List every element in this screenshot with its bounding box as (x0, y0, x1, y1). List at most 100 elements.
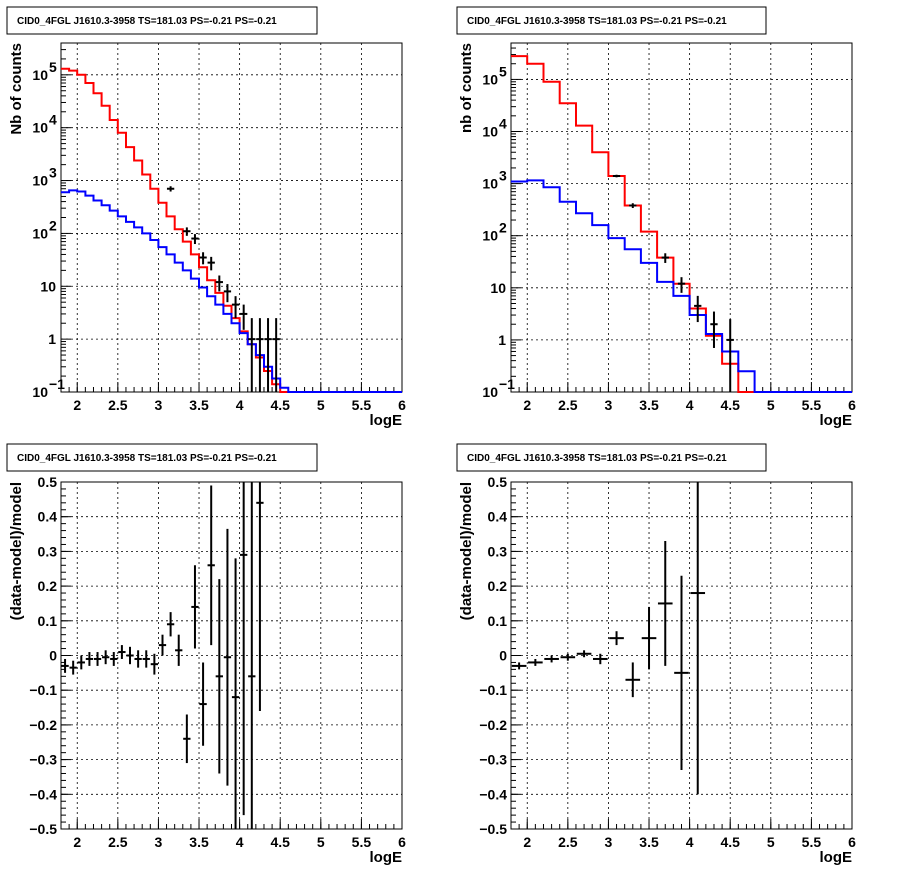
model-component-histogram (61, 189, 402, 393)
title-box (6, 6, 318, 35)
y-tick-label: 10 (482, 176, 498, 192)
y-tick-label: 10 (482, 124, 498, 140)
y-axis-label: (data-model)/model (458, 482, 475, 620)
y-tick-label: 10 (32, 67, 48, 83)
y-tick-exponent: 2 (499, 220, 507, 236)
data-point (215, 275, 223, 292)
x-tick-label: 5 (767, 397, 775, 413)
x-tick-label: 4 (686, 397, 694, 413)
chart-title: CID0_4FGL J1610.3-3958 TS=181.03 PS=-0.2… (17, 16, 277, 27)
data-point (677, 277, 686, 293)
chart-title: CID0_4FGL J1610.3-3958 TS=181.03 PS=-0.2… (17, 453, 277, 464)
data-point (544, 655, 559, 663)
data-point (641, 606, 657, 670)
data-point (511, 662, 527, 670)
x-axis-label: logE (370, 412, 403, 429)
data-point (166, 186, 175, 192)
x-tick-label: 5 (317, 834, 325, 850)
x-tick-label: 2 (73, 397, 81, 413)
data-point (199, 252, 207, 265)
x-tick-label: 4.5 (270, 397, 290, 413)
x-tick-label: 5.5 (352, 834, 372, 850)
data-point (207, 256, 215, 271)
x-tick-label: 4.5 (270, 834, 290, 850)
y-tick-label: 0.3 (38, 543, 58, 559)
data-point (93, 652, 102, 666)
y-tick-label: −0.2 (29, 717, 57, 733)
data-point (183, 227, 191, 236)
y-tick-label: 10 (482, 71, 498, 87)
x-tick-label: 2.5 (558, 834, 578, 850)
x-tick-label: 2.5 (558, 397, 578, 413)
chart-title: CID0_4FGL J1610.3-3958 TS=181.03 PS=-0.2… (467, 16, 727, 27)
data-point (248, 318, 256, 392)
data-point (191, 565, 199, 649)
y-tick-label: 0.2 (488, 578, 508, 594)
y-tick-label: −0.3 (479, 752, 507, 768)
x-tick-label: 3.5 (639, 397, 659, 413)
data-point (240, 304, 248, 330)
data-point (674, 575, 689, 771)
title-box (456, 443, 767, 472)
y-tick-label: −0.5 (479, 821, 507, 837)
x-tick-label: 3.5 (189, 397, 209, 413)
data-point (183, 714, 191, 764)
data-point (102, 650, 110, 665)
data-point (118, 645, 126, 659)
data-point (223, 284, 232, 303)
data-point (264, 318, 272, 392)
x-tick-label: 3.5 (639, 834, 659, 850)
data-point (256, 318, 264, 392)
y-tick-label: 10 (32, 225, 48, 241)
data-point (272, 318, 280, 392)
data-point (223, 528, 232, 786)
chart-title: CID0_4FGL J1610.3-3958 TS=181.03 PS=-0.2… (467, 453, 727, 464)
y-tick-label: 0 (49, 648, 57, 664)
data-point (576, 650, 592, 658)
x-tick-label: 4 (686, 834, 694, 850)
y-tick-label: 0 (499, 648, 507, 664)
y-tick-label: 10 (32, 120, 48, 136)
x-tick-label: 3 (605, 834, 613, 850)
x-tick-label: 6 (398, 397, 406, 413)
data-point (240, 482, 248, 816)
x-tick-label: 6 (848, 834, 856, 850)
data-point (629, 203, 637, 209)
data-point (77, 655, 85, 670)
x-axis-label: logE (370, 849, 403, 866)
data-point (191, 234, 199, 245)
y-axis-label: nb of counts (458, 43, 475, 133)
data-point (612, 174, 621, 178)
plot-frame (60, 42, 403, 393)
y-axis-label: Nb of counts (8, 43, 25, 135)
y-tick-label: 10 (482, 384, 498, 400)
x-tick-label: 2.5 (108, 834, 128, 850)
y-tick-label: 0.1 (38, 613, 58, 629)
x-tick-label: 2 (523, 834, 531, 850)
data-point (61, 658, 69, 673)
x-tick-label: 5.5 (352, 397, 372, 413)
data-point (207, 485, 215, 646)
x-tick-label: 6 (848, 397, 856, 413)
x-tick-label: 3 (155, 834, 163, 850)
data-point (560, 653, 576, 661)
data-point (126, 646, 134, 665)
y-tick-label: 10 (40, 278, 56, 294)
data-point (625, 662, 641, 698)
y-tick-label: 0.5 (38, 474, 58, 490)
chart-panel-4: 2 2.5 3 3.5 4 4.5 5 5.5 6 −0.5 −0.4 −0.3 −0.2 −0.1 0 0.… (456, 443, 856, 866)
data-point (215, 579, 223, 774)
x-tick-label: 5 (767, 834, 775, 850)
x-tick-label: 6 (398, 834, 406, 850)
y-tick-exponent: 5 (499, 63, 507, 79)
y-axis-label: (data-model)/model (8, 482, 25, 620)
data-point (690, 482, 706, 795)
x-tick-label: 5 (317, 397, 325, 413)
x-tick-label: 3 (605, 397, 613, 413)
y-tick-exponent: 4 (49, 112, 57, 128)
y-tick-label: 10 (32, 384, 48, 400)
x-tick-label: 3.5 (189, 834, 209, 850)
y-tick-exponent: −1 (49, 376, 65, 392)
x-axis-label: logE (820, 849, 853, 866)
y-tick-label: 0.4 (488, 509, 508, 525)
